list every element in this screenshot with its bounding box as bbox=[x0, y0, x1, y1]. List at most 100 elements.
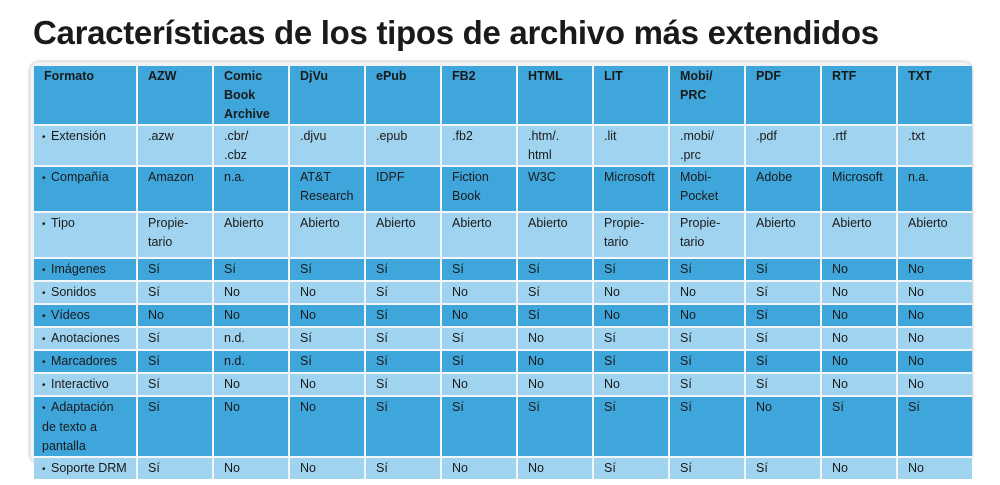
table-cell-text: Sí bbox=[680, 377, 692, 391]
table-cell-text: No bbox=[452, 308, 468, 322]
bullet-icon: • bbox=[42, 265, 46, 276]
table-cell-text: Sí bbox=[376, 308, 388, 322]
row-label-text: Extensión bbox=[51, 129, 106, 143]
table-cell-text: Sí bbox=[376, 400, 388, 414]
table-cell: Sí bbox=[137, 457, 214, 479]
table-cell-text: No bbox=[680, 308, 696, 322]
table-cell-text: .cbr/ .cbz bbox=[224, 129, 249, 162]
header-cell-text: LIT bbox=[604, 69, 623, 83]
table-cell-text: Sí bbox=[376, 285, 388, 299]
table-cell: Sí bbox=[289, 258, 366, 282]
table-cell: Sí bbox=[289, 327, 366, 351]
table-row: • Imágenes Sí Sí Sí Sí Sí Sí Sí Sí Sí No No bbox=[34, 258, 972, 282]
table-cell-text: Sí bbox=[756, 461, 768, 475]
row-label: • Sonidos bbox=[34, 281, 138, 305]
table-cell: Sí bbox=[441, 258, 518, 282]
header-cell: HTML bbox=[517, 66, 594, 126]
table-cell: .djvu bbox=[289, 125, 366, 167]
table-cell-text: No bbox=[908, 331, 924, 345]
table-cell-text: No bbox=[224, 308, 240, 322]
table-cell: No bbox=[517, 373, 594, 397]
table-row: • Sonidos Sí No No Sí No Sí No No Sí No No bbox=[34, 281, 972, 305]
table-cell: Sí bbox=[745, 281, 822, 305]
table-cell-text: No bbox=[224, 461, 240, 475]
table-cell: No bbox=[441, 457, 518, 479]
table-cell-text: Sí bbox=[452, 354, 464, 368]
table-cell-text: Sí bbox=[376, 262, 388, 276]
table-cell-text: No bbox=[300, 400, 316, 414]
table-cell: Sí bbox=[137, 281, 214, 305]
table-cell-text: Sí bbox=[528, 262, 540, 276]
table-cell: Microsoft bbox=[821, 166, 898, 213]
table-cell-text: No bbox=[528, 377, 544, 391]
table-cell: Sí bbox=[745, 327, 822, 351]
table-cell-text: No bbox=[452, 285, 468, 299]
table-cell: Sí bbox=[137, 373, 214, 397]
table-cell: Mobi- Pocket bbox=[669, 166, 746, 213]
table-cell: Sí bbox=[517, 396, 594, 458]
table-cell-text: Sí bbox=[528, 285, 540, 299]
table-cell: Propie- tario bbox=[593, 212, 670, 259]
bullet-icon: • bbox=[42, 357, 46, 368]
table-cell-text: No bbox=[832, 377, 848, 391]
table-cell-text: Sí bbox=[452, 262, 464, 276]
row-label: • Interactivo bbox=[34, 373, 138, 397]
table-cell: Sí bbox=[365, 373, 442, 397]
table-cell: Sí bbox=[137, 350, 214, 374]
table-cell: Abierto bbox=[821, 212, 898, 259]
table-cell: No bbox=[593, 373, 670, 397]
table-cell-text: Abierto bbox=[528, 216, 568, 230]
table-cell-text: Sí bbox=[756, 308, 768, 322]
header-cell: PDF bbox=[745, 66, 822, 126]
table-cell-text: W3C bbox=[528, 170, 556, 184]
table-cell: Adobe bbox=[745, 166, 822, 213]
table-cell: Sí bbox=[517, 258, 594, 282]
table-cell: n.a. bbox=[213, 166, 290, 213]
table-cell: Sí bbox=[137, 327, 214, 351]
table-cell: Sí bbox=[897, 396, 972, 458]
table-cell: Sí bbox=[365, 457, 442, 479]
table-cell-text: No bbox=[908, 285, 924, 299]
table-cell: No bbox=[897, 304, 972, 328]
header-cell: AZW bbox=[137, 66, 214, 126]
table-cell: Sí bbox=[441, 327, 518, 351]
table-cell: .epub bbox=[365, 125, 442, 167]
table-cell: Sí bbox=[669, 327, 746, 351]
table-cell: n.d. bbox=[213, 327, 290, 351]
table-cell-text: No bbox=[148, 308, 164, 322]
table-cell-text: No bbox=[908, 354, 924, 368]
bullet-icon: • bbox=[42, 173, 46, 184]
table-cell: Sí bbox=[669, 258, 746, 282]
table-cell: .fb2 bbox=[441, 125, 518, 167]
table-cell-text: .lit bbox=[604, 129, 617, 143]
table-cell: Sí bbox=[669, 350, 746, 374]
bullet-icon: • bbox=[42, 219, 46, 230]
table-row: • Soporte DRM Sí No No Sí No No Sí Sí Sí No No bbox=[34, 457, 972, 479]
table-cell: Sí bbox=[517, 281, 594, 305]
table-cell-text: Abierto bbox=[224, 216, 264, 230]
table-cell: Sí bbox=[137, 258, 214, 282]
table-cell-text: No bbox=[528, 331, 544, 345]
table-cell-text: Sí bbox=[452, 400, 464, 414]
table-cell: No bbox=[593, 304, 670, 328]
table-cell: No bbox=[897, 373, 972, 397]
table-cell: Sí bbox=[821, 396, 898, 458]
table-cell-text: n.a. bbox=[224, 170, 245, 184]
table-row: • Extensión .azw .cbr/ .cbz .djvu .epub .fb2 .h… bbox=[34, 125, 972, 167]
table-cell: No bbox=[897, 258, 972, 282]
table-cell: Sí bbox=[137, 396, 214, 458]
table-cell-text: Propie- tario bbox=[148, 216, 189, 249]
table-row: • Vídeos No No No Sí No Sí No No Sí No No bbox=[34, 304, 972, 328]
table-cell: No bbox=[441, 373, 518, 397]
table-cell-text: Sí bbox=[148, 331, 160, 345]
table-cell-text: Sí bbox=[680, 461, 692, 475]
table-cell-text: Propie- tario bbox=[604, 216, 645, 249]
table-cell: .rtf bbox=[821, 125, 898, 167]
table-cell-text: No bbox=[832, 331, 848, 345]
table-cell-text: .mobi/ .prc bbox=[680, 129, 715, 162]
table-cell-text: No bbox=[832, 354, 848, 368]
table-cell: Sí bbox=[669, 373, 746, 397]
row-label-text: Interactivo bbox=[51, 377, 109, 391]
row-label: • Extensión bbox=[34, 125, 138, 167]
table-cell-text: Sí bbox=[452, 331, 464, 345]
